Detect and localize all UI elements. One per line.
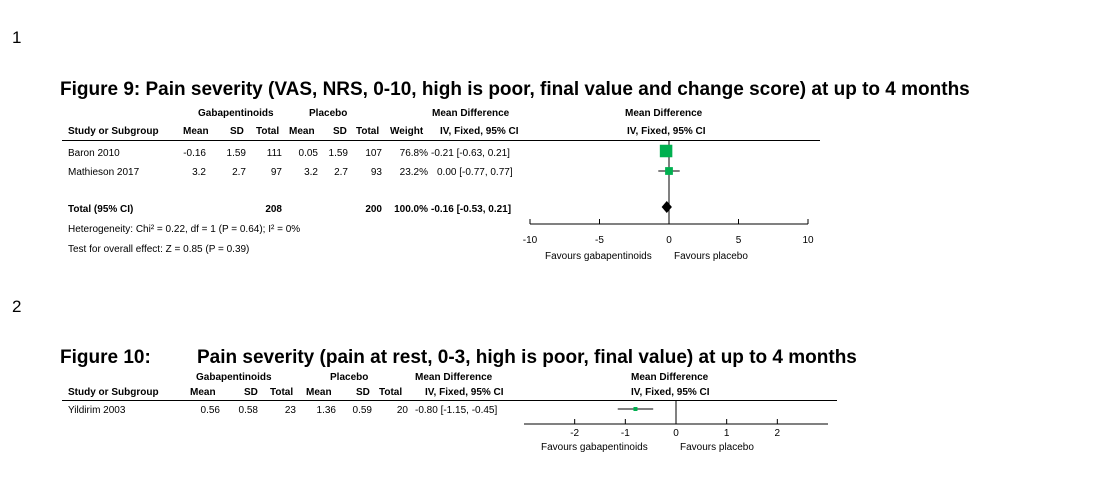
f10-row1-sd2: 0.59 <box>352 405 372 416</box>
f9-row2-mean1: 3.2 <box>192 167 206 178</box>
f10-x-tick-label: -1 <box>621 428 630 439</box>
f9-row2-sd1: 2.7 <box>232 167 246 178</box>
f10-row1-n2: 20 <box>396 405 408 416</box>
f10-x-tick-label: 2 <box>775 428 781 439</box>
f10-row1-n1: 23 <box>284 405 296 416</box>
f10-group-header-experimental: Gabapentinoids <box>196 372 272 383</box>
f9-x-tick-label: 0 <box>666 235 672 246</box>
f10-row1-mean1: 0.56 <box>200 405 220 416</box>
figure-10-title: Pain severity (pain at rest, 0-3, high i… <box>197 347 857 368</box>
f9-pooled-diamond <box>661 201 672 213</box>
f9-row1-mean1: -0.16 <box>183 148 206 159</box>
f9-x-tick-label: 10 <box>802 235 814 246</box>
f9-total-label: Total (95% CI) <box>68 204 134 215</box>
f10-favours-left: Favours gabapentinoids <box>541 442 648 453</box>
f9-row1-sd2: 1.59 <box>328 148 348 159</box>
f9-point-estimate <box>659 144 673 158</box>
f10-col-total1: Total <box>270 387 294 398</box>
f9-group-header-control: Placebo <box>309 108 348 119</box>
f9-x-tick-label: -5 <box>595 235 604 246</box>
f10-x-tick-label: 0 <box>673 428 679 439</box>
f9-row2-sd2: 2.7 <box>334 167 348 178</box>
f9-total-n1: 208 <box>265 204 282 215</box>
f9-row1-study: Baron 2010 <box>68 148 120 159</box>
f9-row1-n2: 107 <box>365 148 382 159</box>
f10-col-plot-ci: IV, Fixed, 95% CI <box>631 387 710 398</box>
f9-favours-right: Favours placebo <box>674 251 748 262</box>
f9-header-rule <box>62 140 820 141</box>
f9-col-ci: IV, Fixed, 95% CI <box>440 126 519 137</box>
f9-col-plot-ci: IV, Fixed, 95% CI <box>627 126 706 137</box>
f10-col-sd2: SD <box>356 387 370 398</box>
f9-row2-ci: 0.00 [-0.77, 0.77] <box>437 167 513 178</box>
f10-row1-sd1: 0.58 <box>238 405 258 416</box>
f10-x-tick-label: 1 <box>724 428 730 439</box>
f9-total-n2: 200 <box>365 204 382 215</box>
figure-9-title: Figure 9: Pain severity (VAS, NRS, 0-10,… <box>60 79 970 100</box>
f9-col-total1: Total <box>256 126 280 137</box>
f10-group-header-control: Placebo <box>330 372 369 383</box>
f10-group-header-plot: Mean Difference <box>631 372 709 383</box>
f10-header-rule <box>62 400 837 401</box>
f10-col-total2: Total <box>379 387 403 398</box>
f9-col-sd1: SD <box>230 126 244 137</box>
f9-col-weight: Weight <box>390 126 424 137</box>
f10-favours-right: Favours placebo <box>680 442 754 453</box>
f9-row1-mean2: 0.05 <box>298 148 318 159</box>
f9-x-tick-label: 5 <box>736 235 742 246</box>
f9-favours-left: Favours gabapentinoids <box>545 251 652 262</box>
f9-x-tick-label: -10 <box>523 235 538 246</box>
f9-col-mean1: Mean <box>183 126 209 137</box>
f10-col-mean2: Mean <box>306 387 332 398</box>
f9-col-study: Study or Subgroup <box>68 126 159 137</box>
f10-row1-mean2: 1.36 <box>316 405 336 416</box>
f10-col-study: Study or Subgroup <box>68 387 159 398</box>
f10-group-header-effect: Mean Difference <box>415 372 493 383</box>
f9-overall-effect: Test for overall effect: Z = 0.85 (P = 0… <box>68 244 250 255</box>
f9-group-header-experimental: Gabapentinoids <box>198 108 274 119</box>
f9-col-total2: Total <box>356 126 380 137</box>
f10-col-ci: IV, Fixed, 95% CI <box>425 387 504 398</box>
f9-row1-ci: -0.21 [-0.63, 0.21] <box>431 148 510 159</box>
f10-x-tick-label: -2 <box>570 428 579 439</box>
f9-col-mean2: Mean <box>289 126 315 137</box>
f9-row1-n1: 111 <box>266 148 282 159</box>
f9-group-header-effect: Mean Difference <box>432 108 510 119</box>
f9-group-header-plot: Mean Difference <box>625 108 703 119</box>
f9-row2-mean2: 3.2 <box>304 167 318 178</box>
f9-row2-n2: 93 <box>370 167 382 178</box>
f9-total-weight: 100.0% <box>394 204 428 215</box>
line-number-1: 1 <box>12 28 22 47</box>
figure-10-label: Figure 10: <box>60 347 151 368</box>
f10-point-estimate <box>633 407 638 411</box>
f9-total-ci: -0.16 [-0.53, 0.21] <box>431 204 512 215</box>
f9-row1-sd1: 1.59 <box>226 148 246 159</box>
f9-row1-weight: 76.8% <box>399 148 428 159</box>
f9-heterogeneity: Heterogeneity: Chi² = 0.22, df = 1 (P = … <box>68 224 301 235</box>
f9-row2-study: Mathieson 2017 <box>68 167 140 178</box>
f9-row2-n1: 97 <box>270 167 282 178</box>
f9-col-sd2: SD <box>333 126 347 137</box>
f10-col-mean1: Mean <box>190 387 216 398</box>
f9-point-estimate <box>665 167 673 175</box>
f9-row2-weight: 23.2% <box>399 167 428 178</box>
f10-row1-ci: -0.80 [-1.15, -0.45] <box>415 405 498 416</box>
f10-row1-study: Yildirim 2003 <box>68 405 126 416</box>
line-number-2: 2 <box>12 297 22 316</box>
f10-col-sd1: SD <box>244 387 258 398</box>
